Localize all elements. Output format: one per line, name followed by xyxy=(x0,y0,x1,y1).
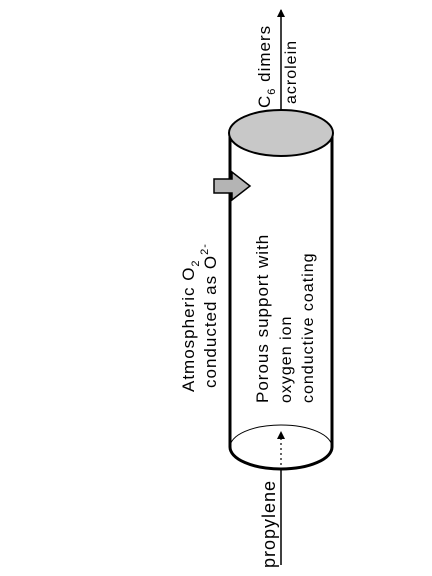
tube-outlet-cap xyxy=(228,109,334,157)
support-label-line2: oxygen ion xyxy=(278,316,295,403)
support-label-line3: conductive coating xyxy=(300,252,317,403)
oxygen-label-line1: Atmospheric O2 xyxy=(179,259,202,392)
products-label-line1: C6 dimers xyxy=(255,25,278,108)
tube-bottom-back-arc xyxy=(229,424,333,448)
oxygen-label-line2: conducted as O2- xyxy=(199,243,220,388)
products-label-line2: acrolein xyxy=(283,40,300,104)
propylene-label: propylene xyxy=(259,480,279,568)
oxygen-inflow-arrow xyxy=(213,170,252,202)
support-label-line1: Porous support with xyxy=(253,234,272,403)
